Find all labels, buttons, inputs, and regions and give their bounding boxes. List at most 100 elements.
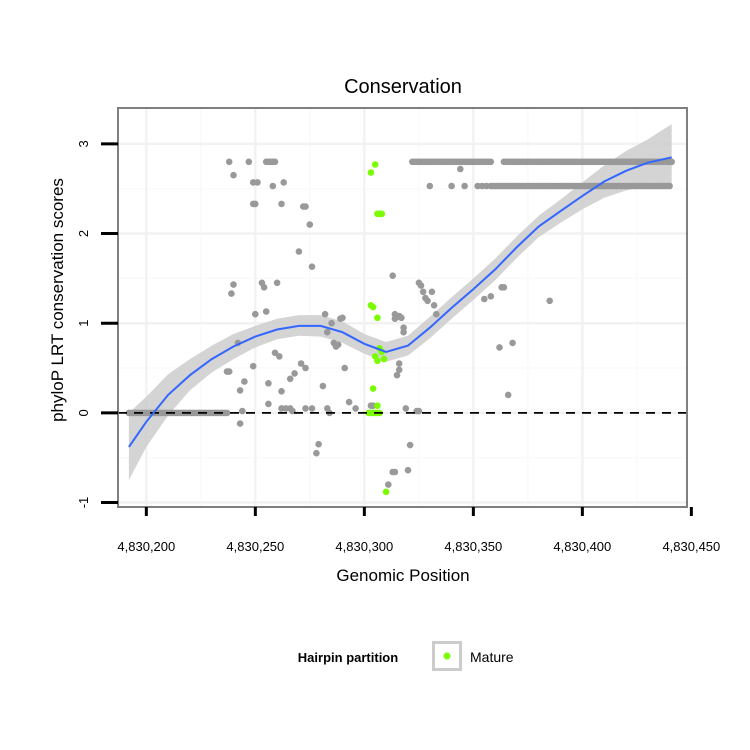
legend-entry-mature: Mature xyxy=(470,649,514,665)
data-point xyxy=(389,272,397,280)
data-point xyxy=(269,182,277,190)
data-point xyxy=(395,366,403,374)
data-point xyxy=(324,328,331,336)
x-tick-label: 4,830,350 xyxy=(444,539,502,554)
data-point xyxy=(271,158,279,166)
mature-point xyxy=(369,303,377,311)
data-point xyxy=(241,378,248,385)
data-point xyxy=(426,182,434,190)
data-point xyxy=(419,288,427,296)
data-point xyxy=(339,314,346,322)
data-point xyxy=(487,293,495,300)
data-point xyxy=(496,344,503,351)
data-point xyxy=(457,165,464,173)
smooth-trend-line xyxy=(128,156,672,448)
x-tick-label: 4,830,450 xyxy=(662,539,720,554)
y-tick-label: 1 xyxy=(76,320,91,327)
plot-panel xyxy=(117,107,688,508)
y-tick-label: 0 xyxy=(76,409,91,416)
data-point xyxy=(286,375,294,383)
data-point xyxy=(291,370,298,377)
data-point xyxy=(262,308,270,315)
chart-title: Conservation xyxy=(344,76,462,98)
data-point xyxy=(328,319,335,327)
data-point xyxy=(225,158,233,166)
data-point xyxy=(481,295,488,303)
data-point xyxy=(230,281,237,288)
data-point xyxy=(252,310,259,318)
y-tick-label: -1 xyxy=(76,497,91,509)
data-point xyxy=(428,288,436,296)
data-point xyxy=(306,221,314,228)
data-point xyxy=(402,405,410,412)
data-point xyxy=(230,171,237,179)
data-point xyxy=(308,263,316,271)
data-point xyxy=(417,282,425,289)
data-point xyxy=(260,284,268,291)
y-tick-label: 2 xyxy=(76,230,91,237)
data-point xyxy=(265,400,272,408)
data-point xyxy=(424,297,431,305)
data-point xyxy=(302,203,309,210)
y-tick-label: 3 xyxy=(76,140,91,147)
data-point xyxy=(249,362,257,370)
y-axis: -1 0 1 2 3 xyxy=(76,140,118,508)
legend: Hairpin partition Mature xyxy=(298,641,514,671)
data-point xyxy=(223,409,231,417)
data-point xyxy=(254,179,261,186)
data-point xyxy=(341,364,349,372)
y-axis-label: phyloP LRT conservation scores xyxy=(48,178,67,422)
data-point xyxy=(430,302,438,309)
data-point xyxy=(276,353,283,360)
data-point xyxy=(280,179,288,186)
data-point xyxy=(236,387,244,394)
mature-point xyxy=(367,169,375,176)
data-point xyxy=(265,380,272,387)
data-point xyxy=(448,182,455,190)
data-point xyxy=(668,158,675,166)
mature-point xyxy=(371,161,379,168)
data-point xyxy=(406,441,414,449)
data-point xyxy=(321,310,329,318)
x-axis-label: Genomic Position xyxy=(336,566,469,585)
data-point xyxy=(666,182,673,190)
data-point xyxy=(278,200,285,208)
data-point xyxy=(395,360,403,367)
mature-point xyxy=(378,210,386,218)
data-point xyxy=(334,341,342,349)
data-point xyxy=(385,481,392,488)
data-point xyxy=(433,310,440,318)
x-tick-label: 4,830,400 xyxy=(553,539,611,554)
data-point xyxy=(500,284,508,291)
data-point xyxy=(236,420,244,427)
data-point xyxy=(295,248,303,255)
data-point xyxy=(509,339,516,347)
mature-point xyxy=(374,402,381,410)
data-point xyxy=(546,297,553,305)
data-point xyxy=(252,200,259,208)
panel-border xyxy=(117,107,688,508)
data-point xyxy=(278,388,285,395)
mature-point xyxy=(369,385,377,392)
data-point xyxy=(461,182,468,190)
data-point xyxy=(393,371,401,379)
data-point xyxy=(228,290,235,297)
data-point xyxy=(415,407,423,415)
data-point xyxy=(302,364,309,372)
data-point xyxy=(273,279,281,287)
x-tick-label: 4,830,200 xyxy=(117,539,175,554)
data-point xyxy=(313,449,320,457)
data-point xyxy=(404,466,412,474)
mature-point xyxy=(374,357,381,365)
x-tick-label: 4,830,300 xyxy=(335,539,393,554)
x-tick-label: 4,830,250 xyxy=(226,539,284,554)
data-point xyxy=(391,468,399,476)
data-point xyxy=(319,382,327,390)
data-point xyxy=(245,158,253,166)
legend-title: Hairpin partition xyxy=(298,650,398,665)
data-point xyxy=(487,158,495,166)
data-point xyxy=(225,368,233,375)
data-point xyxy=(297,360,305,367)
mature-point xyxy=(374,314,381,322)
